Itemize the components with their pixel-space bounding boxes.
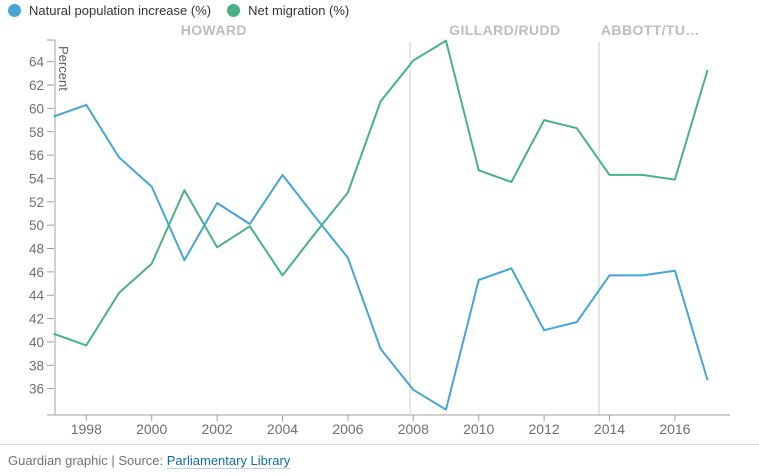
- green-dot-icon: [227, 4, 241, 17]
- era-label-0: HOWARD: [181, 22, 247, 38]
- y-tick-label: 46: [29, 265, 44, 280]
- footer-source-text: Guardian graphic | Source:: [8, 453, 167, 468]
- legend-item-net-migration: Net migration (%): [227, 3, 349, 18]
- legend-label-net-migration: Net migration (%): [248, 3, 350, 18]
- line-chart: HOWARD GILLARD/RUDD ABBOTT/TU… 36 38 40 42 44 46…: [29, 22, 730, 437]
- parliamentary-library-link[interactable]: Parliamentary Library: [166, 453, 291, 469]
- y-axis-title: Percent: [56, 46, 71, 91]
- legend-label-natural-increase: Natural population increase (%): [29, 3, 212, 18]
- y-tick-label: 50: [29, 218, 44, 233]
- y-tick-label: 52: [29, 195, 44, 210]
- era-label-1: GILLARD/RUDD: [449, 22, 560, 38]
- footer-credit: Guardian graphic | Source: Parliamentary…: [0, 444, 759, 469]
- x-tick-label: 2002: [202, 421, 233, 437]
- x-tick-label: 2010: [463, 421, 494, 437]
- y-tick-label: 62: [29, 78, 44, 93]
- x-tick-label: 2004: [267, 421, 298, 437]
- era-label-2: ABBOTT/TU…: [601, 22, 700, 38]
- y-tick-label: 48: [29, 242, 44, 257]
- x-tick-label: 1998: [71, 421, 102, 437]
- x-tick-label: 2008: [398, 421, 429, 437]
- x-tick-label: 2006: [332, 421, 363, 437]
- x-tick-label: 2014: [594, 421, 625, 437]
- x-tick-label: 2000: [136, 421, 167, 437]
- y-tick-label: 54: [29, 171, 45, 186]
- blue-dot-icon: [8, 4, 21, 17]
- y-tick-label: 60: [29, 101, 44, 116]
- legend-item-natural-increase: Natural population increase (%): [8, 3, 211, 18]
- y-tick-label: 42: [29, 312, 44, 327]
- x-tick-label: 2016: [659, 421, 690, 437]
- chart-legend: Natural population increase (%) Net migr…: [8, 3, 349, 18]
- y-tick-label: 40: [29, 335, 44, 350]
- series-line-net-migration: [53, 39, 709, 347]
- y-tick-label: 56: [29, 148, 44, 163]
- y-tick-label: 38: [29, 358, 44, 373]
- y-tick-label: 44: [29, 288, 45, 303]
- y-tick-label: 64: [29, 55, 45, 70]
- series-line-natural-increase: [53, 103, 709, 411]
- y-tick-label: 36: [29, 382, 44, 397]
- y-tick-label: 58: [29, 125, 44, 140]
- x-tick-label: 2012: [529, 421, 560, 437]
